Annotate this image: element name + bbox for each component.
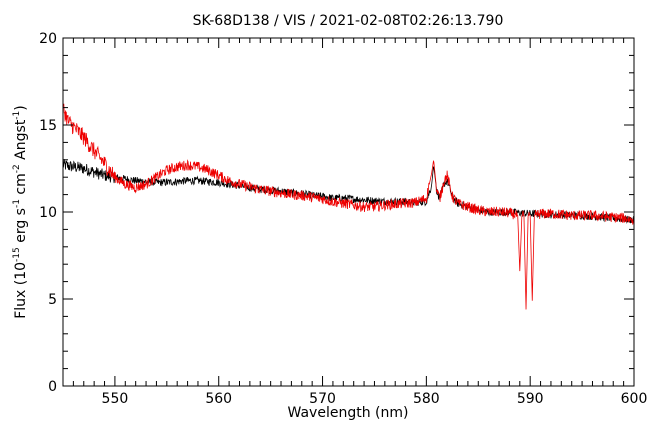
y-label-mid-3: Angst: [13, 119, 29, 164]
x-tick-label: 590: [517, 391, 544, 407]
y-label-exp-4: -1: [12, 111, 22, 120]
y-tick-label: 5: [48, 292, 57, 308]
y-tick-label: 20: [39, 31, 57, 47]
y-label-exp-1: -15: [12, 247, 22, 262]
x-axis-label: Wavelength (nm): [288, 405, 409, 421]
y-tick-label: 10: [39, 205, 57, 221]
y-label-mid-2: cm: [13, 173, 29, 199]
x-tick-label: 580: [413, 391, 440, 407]
chart-title: SK-68D138 / VIS / 2021-02-08T02:26:13.79…: [193, 13, 504, 29]
x-tick-label: 570: [309, 391, 336, 407]
x-tick-label: 560: [205, 391, 232, 407]
y-label-exp-2: -1: [12, 199, 22, 208]
y-label-exp-3: -2: [12, 164, 22, 173]
y-label-prefix: Flux (10: [13, 262, 29, 319]
plot-area: [62, 102, 635, 310]
y-tick-label: 0: [48, 379, 57, 395]
spectrum-line-1: [62, 159, 635, 224]
x-tick-label: 600: [621, 391, 648, 407]
y-axis-label: Flux (10-15 erg s-1 cm-2 Angst-1): [12, 105, 29, 319]
spectrum-line-2: [62, 102, 635, 310]
y-label-suffix: ): [13, 105, 29, 110]
y-tick-label: 15: [39, 118, 57, 134]
y-label-mid-1: erg s: [13, 208, 29, 247]
x-tick-label: 550: [102, 391, 129, 407]
axis-ticks: 550 560 570 580 590 600 0 5 10 15 20: [39, 31, 647, 407]
